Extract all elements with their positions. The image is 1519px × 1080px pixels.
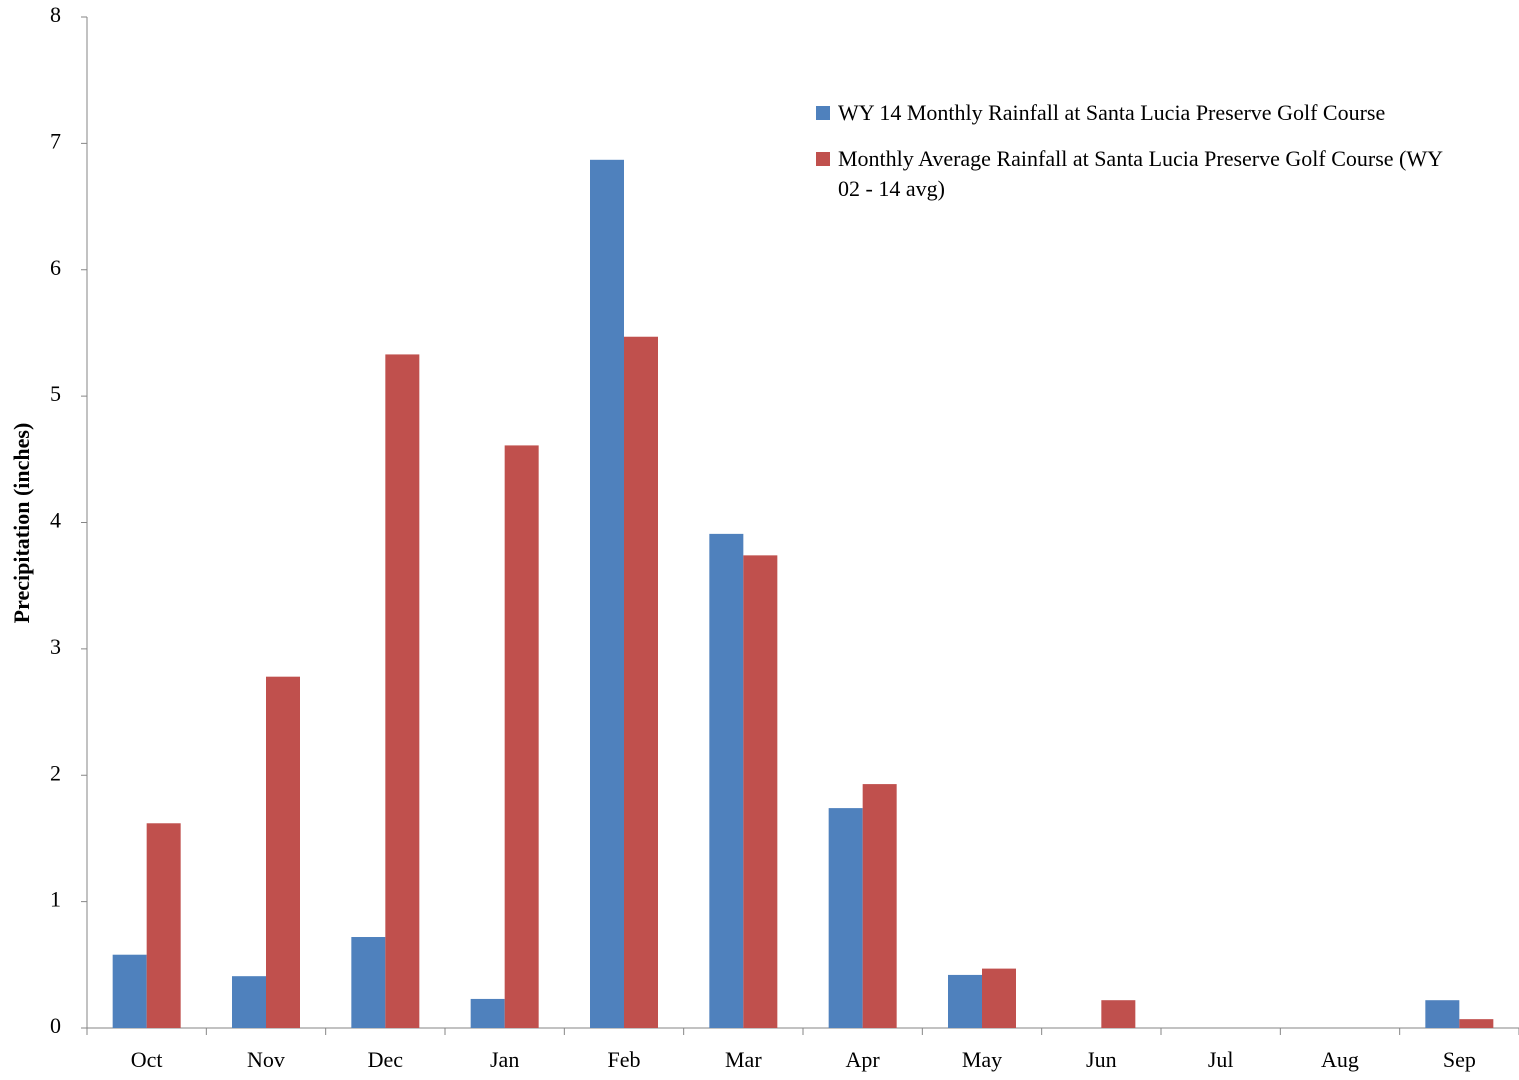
x-tick-label: Oct [131, 1047, 163, 1072]
bar [590, 159, 624, 1028]
x-tick-label: Aug [1321, 1047, 1359, 1072]
bar [948, 974, 982, 1028]
x-tick-label: Dec [368, 1047, 404, 1072]
bar [385, 354, 420, 1028]
bar [862, 784, 897, 1028]
bar [1101, 1000, 1136, 1028]
legend-item: Monthly Average Rainfall at Santa Lucia … [816, 144, 1456, 204]
y-tick-label: 6 [50, 255, 61, 280]
bar [982, 968, 1016, 1028]
legend-item: WY 14 Monthly Rainfall at Santa Lucia Pr… [816, 98, 1456, 128]
bar [1425, 1000, 1460, 1028]
bar [351, 937, 386, 1028]
bar [504, 445, 539, 1028]
x-tick-label: Jun [1086, 1047, 1117, 1072]
bar [1459, 1019, 1494, 1028]
x-tick-label: Sep [1443, 1047, 1476, 1072]
y-tick-label: 7 [50, 128, 61, 153]
x-tick-label: Apr [846, 1047, 881, 1072]
y-tick-label: 3 [50, 634, 61, 659]
bar [112, 954, 147, 1028]
bar [624, 336, 658, 1028]
y-tick-label: 1 [50, 887, 61, 912]
legend-swatch [816, 106, 830, 120]
legend-label: Monthly Average Rainfall at Santa Lucia … [838, 146, 1443, 201]
bar [232, 976, 266, 1028]
y-tick-label: 8 [50, 2, 61, 27]
bar [146, 823, 181, 1028]
y-tick-label: 2 [50, 760, 61, 785]
bar [266, 676, 300, 1028]
bar [470, 998, 505, 1028]
x-tick-label: Jan [490, 1047, 519, 1072]
y-tick-label: 4 [50, 508, 61, 533]
legend-label: WY 14 Monthly Rainfall at Santa Lucia Pr… [838, 100, 1386, 125]
x-tick-label: Feb [608, 1047, 641, 1072]
bar [709, 533, 744, 1028]
x-tick-label: Jul [1208, 1047, 1234, 1072]
x-tick-label: Nov [247, 1047, 285, 1072]
x-tick-label: May [962, 1047, 1002, 1072]
bar [828, 808, 863, 1028]
x-tick-label: Mar [725, 1047, 762, 1072]
y-tick-label: 0 [50, 1013, 61, 1038]
y-axis-label: Precipitation (inches) [9, 423, 34, 624]
y-tick-label: 5 [50, 381, 61, 406]
bar [743, 555, 778, 1028]
legend: WY 14 Monthly Rainfall at Santa Lucia Pr… [816, 98, 1456, 220]
legend-swatch [816, 152, 830, 166]
